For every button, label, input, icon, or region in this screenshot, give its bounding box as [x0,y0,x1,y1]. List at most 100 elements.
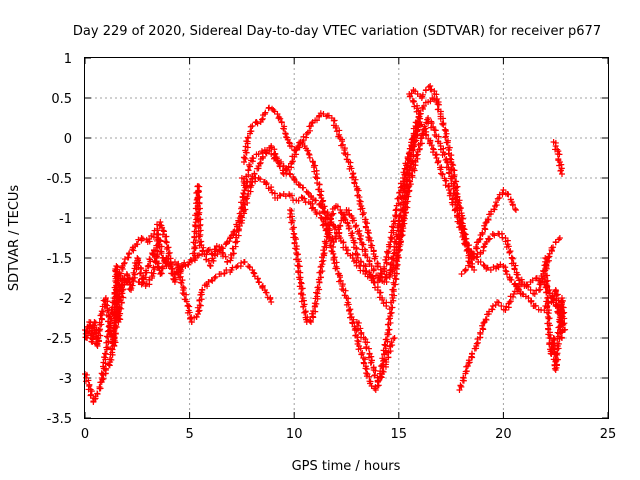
data-point [393,231,400,238]
data-point [195,218,202,225]
data-point [120,260,127,267]
data-point [339,138,346,145]
data-point [460,225,467,232]
data-point [353,245,360,252]
data-point [419,91,426,98]
data-point [457,382,464,389]
data-point [479,229,486,236]
data-point [266,104,273,111]
data-point [465,357,472,364]
data-point [98,308,105,315]
data-point [248,175,255,182]
data-point [348,165,355,172]
data-point [453,189,460,196]
data-point [303,131,310,137]
data-point [293,147,300,153]
data-point [353,251,360,257]
data-point [393,238,400,245]
data-point [489,231,496,237]
data-point [386,326,393,333]
data-point [416,146,423,153]
y-tick-label: -3 [59,372,72,387]
data-point [374,377,381,384]
data-point [482,219,489,226]
data-point [374,263,381,270]
data-point [390,218,397,225]
data-point [525,295,532,301]
data-point [413,108,420,115]
data-point [299,285,306,292]
data-point [558,171,565,177]
data-point [389,304,396,311]
y-tick-label: -1 [59,212,72,227]
data-point [368,263,375,269]
data-point [158,250,165,257]
data-point [345,301,352,308]
data-point [359,205,366,212]
data-point [236,210,243,217]
data-point [245,263,252,270]
data-point [320,197,327,204]
data-point [311,300,318,307]
data-point [466,259,473,265]
data-point [393,257,400,264]
data-point [388,339,395,346]
data-point [386,271,393,278]
data-point [97,332,104,339]
data-point [358,259,365,265]
data-point [323,238,330,245]
data-point [308,310,315,317]
data-point [139,235,146,242]
data-point [511,265,518,272]
data-point [439,171,446,178]
data-point [379,368,386,375]
data-point [130,269,137,276]
data-point [240,200,247,207]
data-point [456,387,463,393]
data-point [364,254,371,261]
data-point [131,274,138,281]
data-point [561,309,568,316]
data-point [88,388,95,395]
data-point [450,195,457,202]
data-point [310,314,317,321]
data-point [287,171,294,178]
data-point [357,345,364,352]
data-point [158,270,165,277]
data-point [238,204,245,211]
data-point [388,256,395,263]
data-point [195,189,202,196]
data-point [555,330,562,337]
data-point [256,279,263,286]
data-point [91,329,98,336]
data-point [503,268,510,275]
data-point [109,346,116,353]
data-point [390,279,397,286]
data-point [302,309,309,316]
data-point [244,134,251,141]
data-point [473,340,480,347]
data-point [556,235,563,241]
data-point [476,236,483,243]
data-point [297,279,304,286]
data-point [408,136,415,143]
data-point [291,231,298,237]
data-point [256,160,263,167]
data-point [370,267,377,274]
data-point [432,127,439,134]
data-point [214,251,221,258]
data-point [162,258,169,265]
data-point [434,159,441,166]
data-point [460,374,467,381]
data-point [351,179,358,186]
data-point [234,238,241,245]
data-point [159,255,166,261]
data-point [545,331,552,338]
data-point [163,233,170,240]
data-point [360,359,367,366]
data-point [525,283,532,290]
data-point [468,255,475,262]
data-point [544,283,551,290]
data-point [552,367,559,373]
data-point [102,301,109,308]
